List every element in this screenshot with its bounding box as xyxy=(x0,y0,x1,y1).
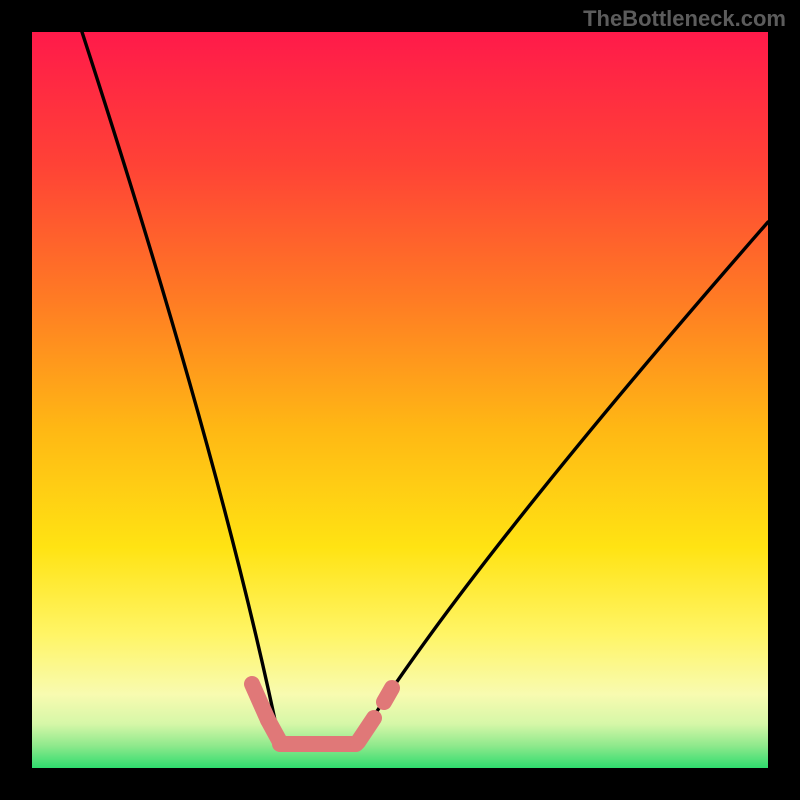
valley-highlight-marks xyxy=(252,684,392,744)
v-curve-line xyxy=(82,32,768,744)
chart-stage: TheBottleneck.com xyxy=(0,0,800,800)
plot-area xyxy=(32,32,768,768)
valley-mark-segment xyxy=(358,718,374,742)
watermark-text: TheBottleneck.com xyxy=(583,6,786,32)
bottleneck-curve xyxy=(32,32,768,768)
valley-mark-segment xyxy=(384,688,392,702)
